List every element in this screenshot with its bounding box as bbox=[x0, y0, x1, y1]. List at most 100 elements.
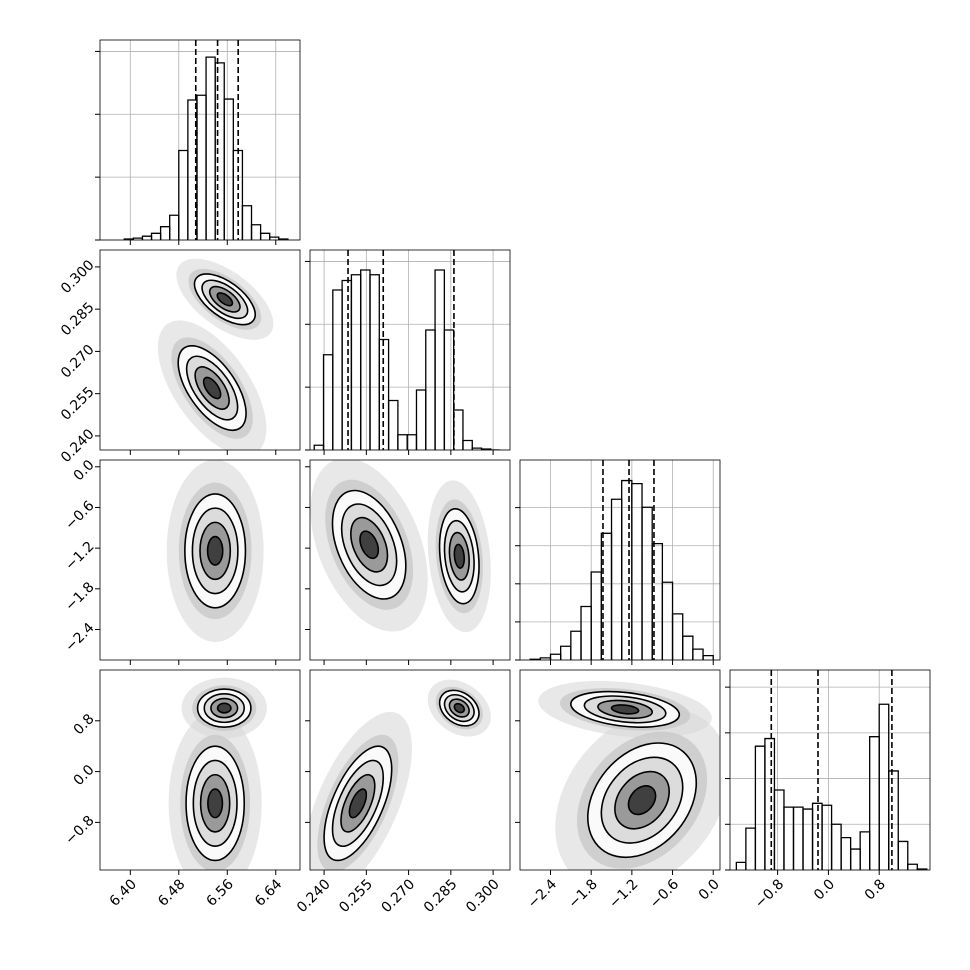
histogram-bar bbox=[480, 448, 492, 450]
histogram-bar bbox=[570, 630, 582, 660]
histogram-bar bbox=[178, 149, 189, 240]
density-panel bbox=[168, 677, 267, 870]
histogram-bar bbox=[278, 238, 289, 240]
histogram-bar bbox=[702, 654, 714, 660]
y-tick-label: −0.6 bbox=[62, 498, 97, 533]
panel-frame bbox=[519, 669, 721, 871]
histogram-bar bbox=[223, 98, 234, 240]
contour bbox=[359, 530, 380, 560]
density-panel bbox=[166, 460, 264, 642]
histogram-bar bbox=[897, 840, 909, 870]
contour bbox=[216, 292, 234, 307]
x-tick-label: −0.8 bbox=[752, 876, 787, 911]
histogram-bar bbox=[250, 224, 262, 240]
histogram-bar bbox=[859, 831, 871, 870]
histogram-bar bbox=[888, 770, 899, 870]
density-panel bbox=[310, 460, 491, 633]
panel-frame bbox=[99, 39, 301, 241]
histogram-bar bbox=[360, 269, 371, 450]
histogram-bar bbox=[682, 635, 694, 660]
panel-frame bbox=[309, 459, 511, 661]
histogram-bar bbox=[397, 434, 408, 450]
histogram-bar bbox=[341, 279, 353, 450]
histogram-bar bbox=[802, 808, 814, 870]
histogram-bar bbox=[849, 848, 861, 870]
x-tick-label: 6.48 bbox=[155, 876, 188, 909]
contour bbox=[202, 376, 222, 400]
histogram-bar bbox=[369, 274, 380, 450]
contour bbox=[348, 788, 368, 819]
x-tick-label: −2.4 bbox=[525, 876, 560, 911]
histogram-bar bbox=[453, 409, 464, 450]
contour bbox=[453, 543, 466, 569]
panel-frame bbox=[519, 459, 721, 661]
x-tick-label: 0.300 bbox=[463, 876, 503, 916]
histogram-bar bbox=[610, 498, 623, 660]
histogram-bar bbox=[378, 338, 390, 450]
histogram-bar bbox=[764, 737, 776, 870]
histogram-bar bbox=[560, 645, 572, 660]
density-panel bbox=[310, 679, 491, 870]
x-tick-label: 6.64 bbox=[252, 876, 285, 909]
y-tick-label: −1.8 bbox=[62, 579, 97, 614]
x-tick-label: −1.2 bbox=[606, 876, 641, 911]
histogram-bar bbox=[907, 863, 918, 870]
histogram-bar bbox=[692, 648, 704, 660]
histogram-bar bbox=[322, 354, 334, 450]
x-tick-label: 0.0 bbox=[696, 876, 723, 903]
histogram-bar bbox=[241, 205, 253, 240]
histogram-bar bbox=[661, 581, 674, 660]
histogram-bar bbox=[159, 226, 171, 240]
histogram-bar bbox=[462, 439, 473, 450]
x-tick-label: −0.6 bbox=[647, 876, 682, 911]
histogram-bar bbox=[259, 232, 271, 240]
y-tick-label: 0.300 bbox=[58, 257, 98, 297]
y-tick-label: 0.8 bbox=[71, 711, 98, 738]
contour bbox=[453, 702, 466, 714]
x-tick-label: 0.270 bbox=[379, 876, 419, 916]
histogram-bar bbox=[590, 571, 603, 660]
histogram-bar bbox=[387, 399, 399, 450]
panel-frame bbox=[99, 459, 301, 661]
contour bbox=[610, 704, 640, 715]
y-tick-label: −2.4 bbox=[62, 620, 97, 655]
histogram-bar bbox=[754, 745, 766, 870]
x-tick-label: 6.40 bbox=[107, 876, 140, 909]
density-panel bbox=[538, 680, 720, 870]
y-tick-label: 0.0 bbox=[71, 762, 98, 789]
histogram-bar bbox=[150, 232, 162, 240]
panel-frame bbox=[99, 669, 301, 871]
histogram-bar bbox=[141, 235, 153, 240]
histogram-bar bbox=[214, 62, 225, 240]
y-tick-label: 0.240 bbox=[58, 426, 98, 466]
y-tick-label: 0.285 bbox=[58, 299, 98, 339]
histogram-bar bbox=[415, 389, 427, 450]
histogram-bar bbox=[840, 836, 852, 870]
panel-frame bbox=[99, 249, 301, 451]
histogram-bar bbox=[745, 827, 757, 870]
panel-frame bbox=[309, 669, 511, 871]
histogram-bar bbox=[269, 236, 280, 240]
y-tick-label: 0.255 bbox=[58, 384, 98, 424]
histogram-bar bbox=[169, 214, 180, 240]
histogram-bar bbox=[773, 789, 785, 870]
x-tick-label: 0.240 bbox=[294, 876, 334, 916]
histogram-bar bbox=[830, 823, 842, 870]
histogram-bar bbox=[916, 868, 928, 870]
histogram-bar bbox=[443, 329, 455, 450]
histogram-bar bbox=[350, 274, 362, 450]
histogram-bar bbox=[549, 653, 562, 660]
histogram-bar bbox=[425, 329, 436, 450]
histogram-bar bbox=[196, 94, 207, 240]
y-tick-label: 0.270 bbox=[58, 342, 98, 382]
histogram-bar bbox=[735, 861, 747, 870]
y-tick-label: −0.8 bbox=[62, 813, 97, 848]
contour bbox=[207, 788, 224, 819]
x-tick-label: 0.255 bbox=[336, 876, 376, 916]
contour bbox=[216, 702, 232, 714]
contour bbox=[627, 785, 657, 816]
histogram-bar bbox=[434, 269, 446, 450]
histogram-bar bbox=[792, 806, 804, 870]
histogram-bar bbox=[878, 703, 890, 870]
